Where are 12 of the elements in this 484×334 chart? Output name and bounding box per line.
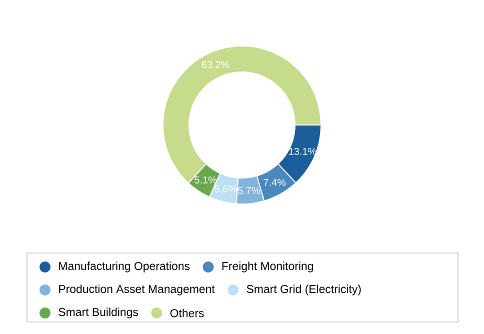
data-label: 13.1% [289,148,316,155]
legend-label: Smart Buildings [58,308,138,318]
legend-label: Production Asset Management [59,284,215,296]
legend-label: Smart Grid (Electricity) [246,284,361,296]
data-label: 7.4% [264,178,286,186]
data-label: 5.7% [238,187,260,194]
legend-label: Others [170,308,204,318]
legend-label: Freight Monitoring [222,262,313,272]
legend-label: Manufacturing Operations [59,262,190,272]
data-label: 5.1% [194,176,217,184]
data-label: 63.2% [202,61,230,68]
data-label: 5.6% [214,185,237,192]
